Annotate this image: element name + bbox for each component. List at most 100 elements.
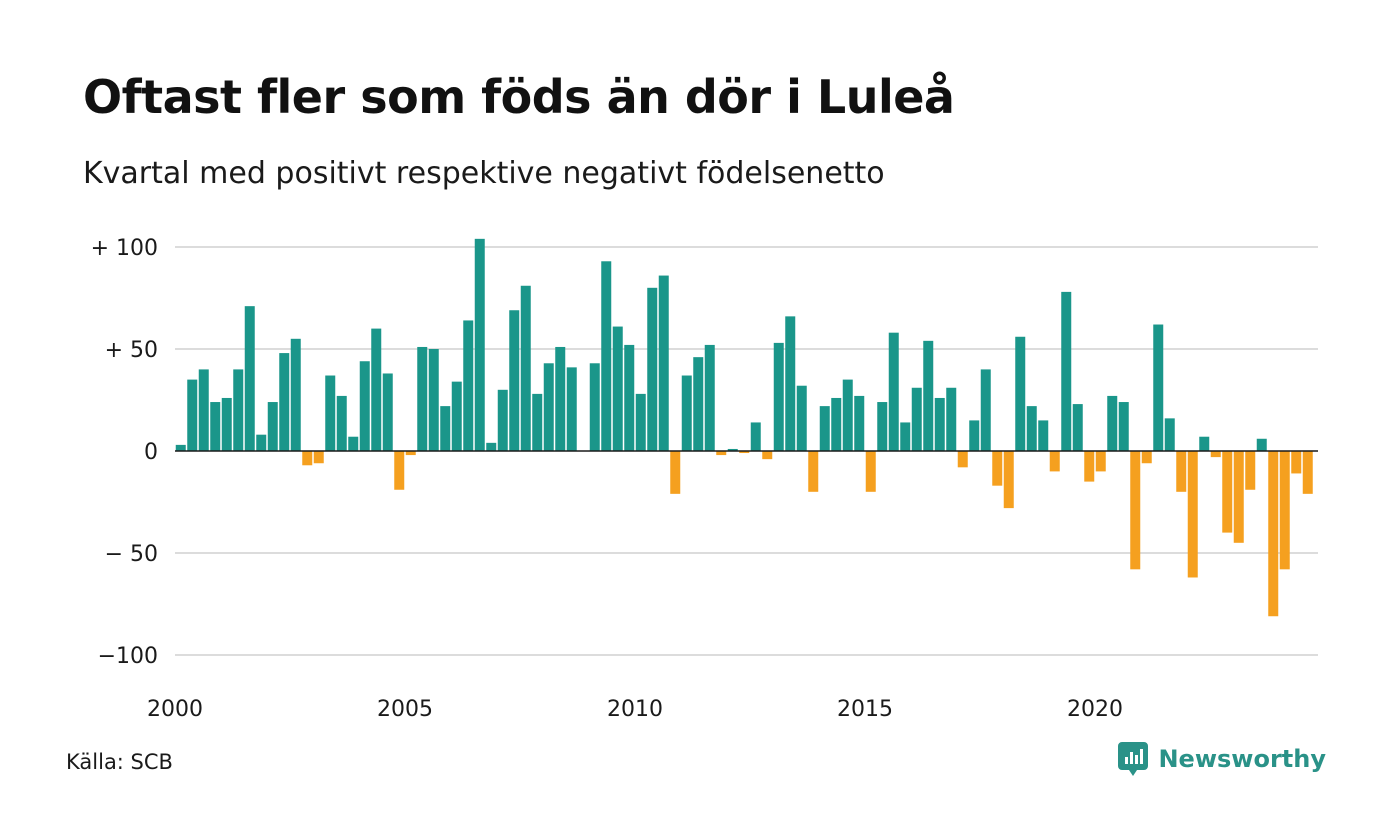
bar-2020Q2 [1107, 395, 1118, 451]
bar-2017Q1 [957, 451, 968, 468]
bar-2009Q3 [612, 326, 623, 451]
bar-2015Q3 [888, 332, 899, 451]
x-tick-label: 2010 [607, 697, 663, 722]
bar-2015Q2 [877, 402, 888, 451]
bar-2014Q2 [831, 397, 842, 451]
bar-2002Q2 [279, 353, 290, 451]
source-note: Källa: SCB [66, 750, 173, 774]
y-tick-label: + 50 [105, 338, 158, 363]
bar-2009Q4 [624, 344, 635, 451]
bar-2021Q3 [1164, 418, 1175, 451]
bar-2017Q3 [980, 369, 991, 451]
bar-2016Q2 [923, 340, 934, 451]
bar-2013Q1 [773, 342, 784, 451]
y-tick-label: 0 [144, 440, 158, 465]
bar-2020Q1 [1095, 451, 1106, 472]
bar-2010Q2 [647, 287, 658, 451]
bar-2011Q4 [716, 451, 727, 456]
bar-2023Q2 [1245, 451, 1256, 490]
bar-2003Q4 [348, 436, 359, 451]
bar-2005Q3 [428, 349, 439, 451]
bar-2018Q1 [1003, 451, 1014, 509]
bar-2024Q2 [1291, 451, 1302, 474]
bar-2014Q4 [854, 395, 865, 451]
bar-2008Q2 [555, 346, 566, 451]
y-axis-ticks: + 100 + 50 0 − 50 −100 [91, 236, 158, 669]
bar-2022Q2 [1199, 436, 1210, 451]
bar-2004Q2 [371, 328, 382, 451]
bar-2004Q1 [359, 361, 370, 451]
gridlines [175, 246, 1318, 656]
bar-2007Q1 [497, 389, 508, 451]
bar-2000Q1 [175, 444, 186, 451]
y-tick-label: + 100 [91, 236, 158, 261]
bar-2003Q2 [325, 375, 336, 451]
bar-2016Q1 [911, 387, 922, 451]
bar-2011Q3 [704, 344, 715, 451]
bar-2018Q2 [1015, 336, 1026, 451]
bar-2008Q1 [543, 363, 554, 451]
bar-2021Q4 [1176, 451, 1187, 492]
bar-2019Q3 [1072, 404, 1083, 451]
bar-2004Q3 [382, 373, 393, 451]
bar-2000Q2 [187, 379, 198, 451]
x-axis-ticks: 2000 2005 2010 2015 2020 [147, 697, 1123, 722]
bar-2024Q3 [1302, 451, 1313, 494]
bar-2023Q3 [1256, 438, 1267, 451]
bar-2014Q3 [842, 379, 853, 451]
bar-2019Q1 [1049, 451, 1060, 472]
bar-2019Q4 [1084, 451, 1095, 482]
bar-2011Q2 [693, 357, 704, 451]
bar-2000Q3 [198, 369, 209, 451]
bar-2000Q4 [210, 402, 221, 451]
bar-2017Q2 [969, 420, 980, 451]
bar-2015Q1 [865, 451, 876, 492]
bar-2001Q2 [233, 369, 244, 451]
bar-2013Q2 [785, 316, 796, 451]
bar-2023Q1 [1233, 451, 1244, 543]
bar-2005Q1 [405, 451, 416, 456]
bar-2020Q3 [1118, 402, 1129, 451]
chart-title: Oftast fler som föds än dör i Luleå [83, 70, 955, 124]
x-tick-label: 2005 [377, 697, 433, 722]
bar-2002Q4 [302, 451, 313, 466]
y-tick-label: − 50 [105, 542, 158, 567]
bar-2001Q4 [256, 434, 267, 451]
bar-2003Q1 [313, 451, 324, 464]
bar-2014Q1 [819, 406, 830, 451]
x-tick-label: 2000 [147, 697, 203, 722]
chart-subtitle: Kvartal med positivt respektive negativt… [83, 156, 885, 191]
bar-2012Q2 [739, 451, 750, 454]
bar-2015Q4 [900, 422, 911, 451]
bar-2009Q2 [601, 261, 612, 451]
bar-2005Q2 [417, 346, 428, 451]
bar-2001Q3 [244, 306, 255, 451]
bar-2023Q4 [1268, 451, 1279, 617]
brand-logo: Newsworthy [1118, 742, 1326, 776]
bar-2010Q1 [635, 393, 646, 451]
bar-2018Q4 [1038, 420, 1049, 451]
bar-2016Q3 [934, 397, 945, 451]
newsworthy-logo-icon [1118, 742, 1149, 776]
bar-2016Q4 [946, 387, 957, 451]
bar-2022Q1 [1187, 451, 1198, 578]
bar-2006Q3 [474, 238, 485, 451]
bar-2002Q1 [267, 402, 278, 451]
bar-2006Q2 [463, 320, 474, 451]
y-tick-label: −100 [98, 644, 158, 669]
bar-2021Q1 [1141, 451, 1152, 464]
bar-2021Q2 [1153, 324, 1164, 451]
bar-2012Q4 [762, 451, 773, 460]
bar-2008Q3 [566, 367, 577, 451]
bar-2001Q1 [221, 397, 232, 451]
bar-2002Q3 [290, 338, 301, 451]
bar-2012Q3 [750, 422, 761, 451]
bar-2017Q4 [992, 451, 1003, 486]
bar-2009Q1 [589, 363, 600, 451]
bar-2007Q3 [520, 285, 531, 451]
x-tick-label: 2020 [1067, 697, 1123, 722]
bar-2013Q4 [808, 451, 819, 492]
bar-2019Q2 [1061, 291, 1072, 451]
bar-2006Q1 [451, 381, 462, 451]
